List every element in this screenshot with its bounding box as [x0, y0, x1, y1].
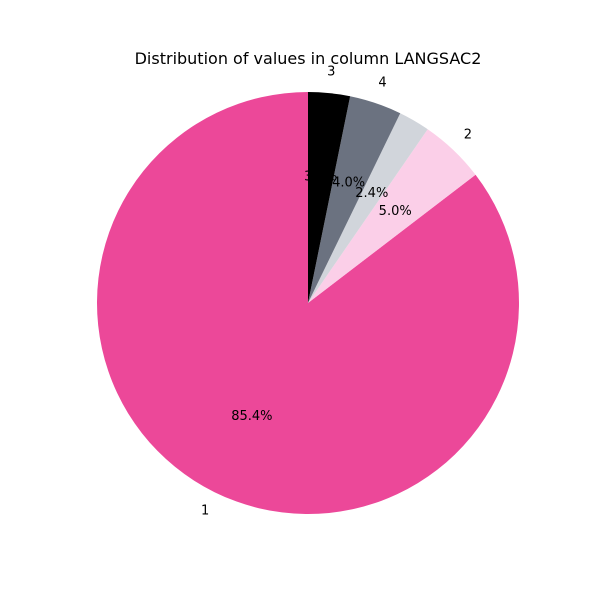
slice-category-label-1: 2	[464, 127, 472, 142]
chart-title: Distribution of values in column LANGSAC…	[135, 49, 482, 68]
slice-percent-label-1: 5.0%	[379, 204, 412, 219]
slice-category-label-0: 1	[201, 504, 209, 519]
slice-percent-label-3: 4.0%	[332, 176, 365, 191]
slice-percent-label-0: 85.4%	[231, 409, 272, 424]
slice-percent-label-2: 2.4%	[355, 186, 388, 201]
slice-percent-label-4: 3.2%	[304, 170, 337, 185]
pie-slice-3	[308, 96, 401, 303]
slice-category-label-3: 4	[378, 76, 386, 91]
pie-slice-2	[308, 113, 428, 303]
pie-slice-0	[96, 92, 519, 514]
slice-category-label-4: 3	[327, 65, 335, 80]
pie-slice-4	[308, 92, 351, 303]
slices-layer	[96, 92, 519, 514]
labels-layer: 1 85.4% 2 5.0% 2.4% 4 4.0% 3 3.2%	[201, 65, 472, 519]
pie-slice-1	[308, 129, 476, 303]
